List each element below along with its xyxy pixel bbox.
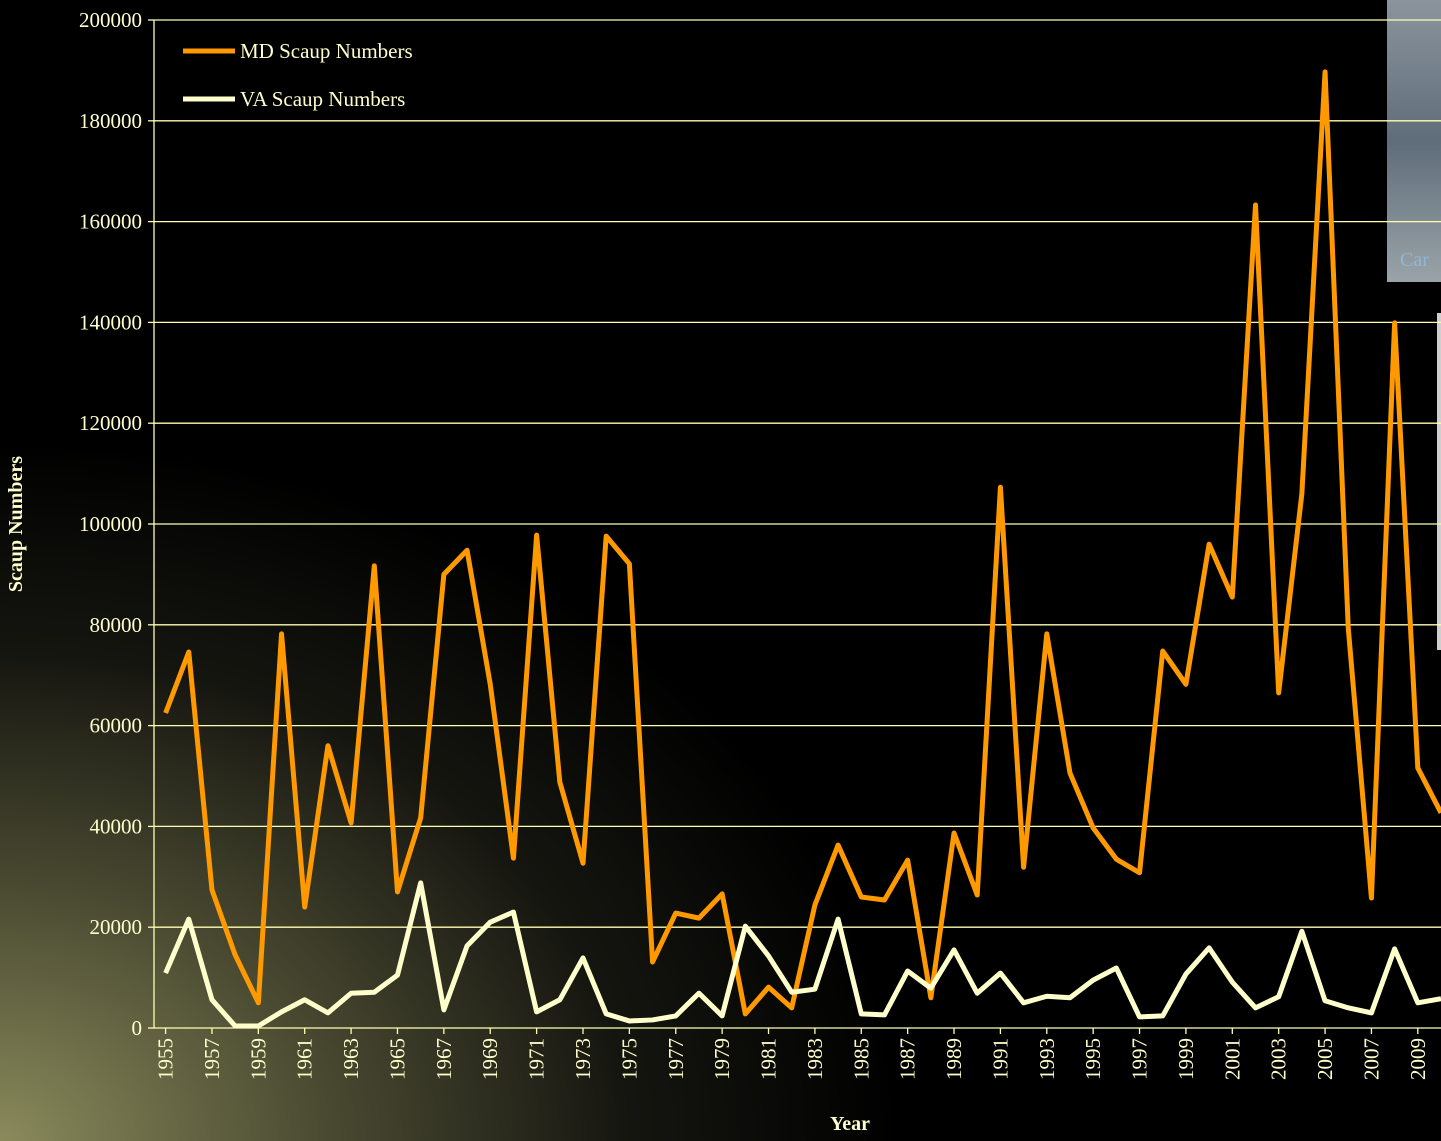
x-tick-label: 2001	[1220, 1038, 1244, 1080]
x-tick-label: 1975	[617, 1038, 641, 1080]
x-tick-label: 1963	[339, 1038, 363, 1080]
y-tick-label: 60000	[90, 714, 143, 738]
series-line	[166, 72, 1441, 1014]
y-tick-label: 0	[132, 1016, 143, 1040]
photo-caption: Car	[1400, 249, 1429, 271]
x-tick-label: 2009	[1406, 1038, 1430, 1080]
x-tick-label: 1987	[896, 1038, 920, 1080]
x-tick-label: 1967	[432, 1038, 456, 1080]
x-axis-label: Year	[830, 1113, 870, 1135]
x-tick-label: 2003	[1267, 1038, 1291, 1080]
x-tick-label: 1961	[293, 1038, 317, 1080]
y-tick-label: 140000	[79, 310, 142, 334]
x-tick-label: 1997	[1128, 1038, 1152, 1080]
x-tick-label: 1973	[571, 1038, 595, 1080]
y-tick-label: 200000	[79, 8, 142, 32]
x-tick-label: 1993	[1035, 1038, 1059, 1080]
x-tick-label: 1981	[757, 1038, 781, 1080]
x-tick-label: 2007	[1359, 1038, 1383, 1080]
x-tick-label: 1983	[803, 1038, 827, 1080]
chart: Car Scaup Numbers Year 0 20000 40000 60000 8…	[0, 0, 1441, 1141]
x-tick-label: 1979	[710, 1038, 734, 1080]
x-tick-label: 1965	[385, 1038, 409, 1080]
photo	[1387, 0, 1441, 282]
y-tick-label: 20000	[90, 915, 143, 939]
x-tick-label: 2005	[1313, 1038, 1337, 1080]
x-tick-label: 1971	[525, 1038, 549, 1080]
x-tick-label: 1999	[1174, 1038, 1198, 1080]
y-axis-label: Scaup Numbers	[5, 456, 27, 592]
x-tick-label: 1957	[200, 1038, 224, 1080]
legend-label: VA Scaup Numbers	[240, 87, 405, 111]
y-tick-label: 180000	[79, 109, 142, 133]
y-tick-label: 100000	[79, 512, 142, 536]
page: Car Scaup Numbers Year 0 20000 40000 60000 8…	[0, 0, 1441, 1141]
photo-frame	[1437, 313, 1441, 650]
x-tick-label: 1995	[1081, 1038, 1105, 1080]
x-tick-label: 1977	[664, 1038, 688, 1080]
x-tick-label: 1969	[478, 1038, 502, 1080]
y-tick-label: 80000	[90, 613, 143, 637]
y-tick-label: 40000	[90, 814, 143, 838]
x-tick-label: 1989	[942, 1038, 966, 1080]
x-tick-label: 1991	[988, 1038, 1012, 1080]
legend-label: MD Scaup Numbers	[240, 39, 413, 63]
x-tick-label: 1955	[154, 1038, 178, 1080]
x-tick-label: 1959	[246, 1038, 270, 1080]
y-tick-label: 160000	[79, 210, 142, 234]
x-tick-label: 1985	[849, 1038, 873, 1080]
y-tick-label: 120000	[79, 411, 142, 435]
